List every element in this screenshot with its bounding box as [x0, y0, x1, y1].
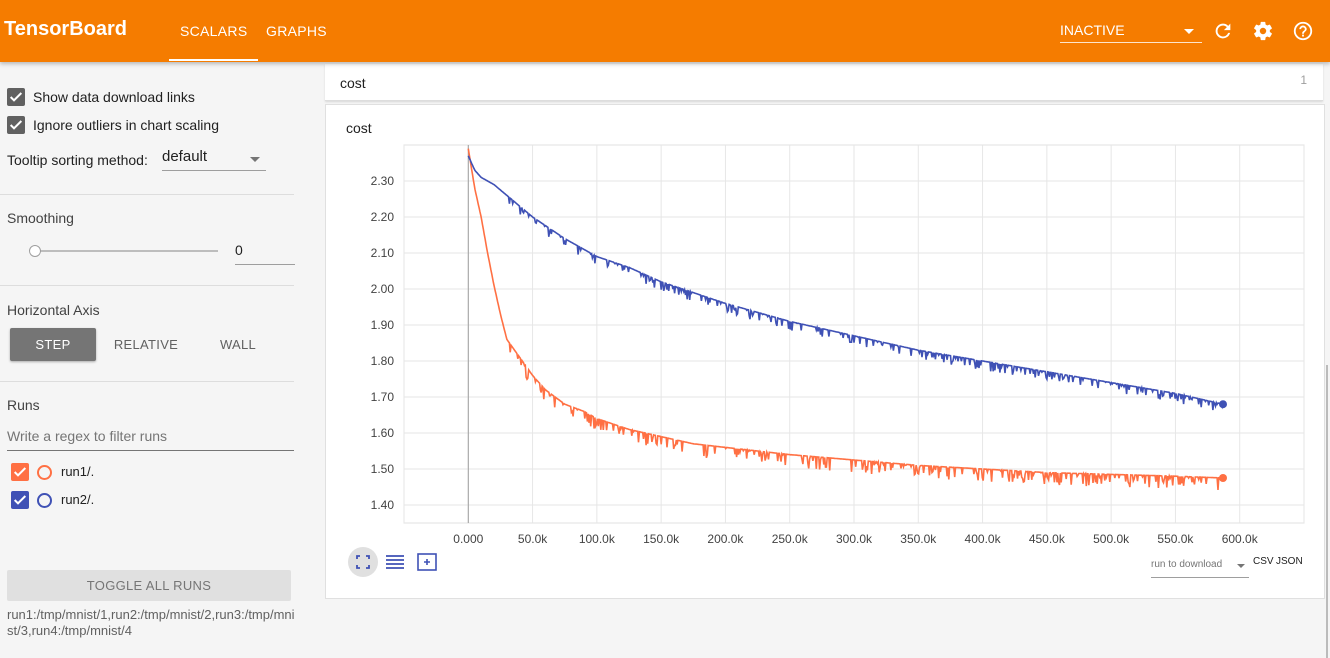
divider: [0, 285, 294, 286]
tooltip-sorting-select[interactable]: default: [162, 148, 266, 171]
smoothing-slider-track[interactable]: [35, 250, 218, 252]
run2-checkbox[interactable]: [11, 491, 29, 509]
run-to-download-select[interactable]: run to download: [1151, 555, 1249, 578]
y-tick-label: 2.10: [371, 246, 395, 260]
category-title: cost: [340, 75, 366, 91]
show-download-links-label: Show data download links: [33, 89, 195, 105]
x-tick-label: 50.0k: [518, 532, 548, 545]
settings-icon[interactable]: [1252, 20, 1274, 42]
x-tick-label: 250.0k: [772, 532, 809, 545]
tooltip-sorting-label: Tooltip sorting method:: [7, 152, 148, 168]
run-paths-text: run1:/tmp/mnist/1,run2:/tmp/mnist/2,run3…: [7, 607, 295, 638]
x-tick-label: 500.0k: [1093, 532, 1130, 545]
x-tick-label: 600.0k: [1222, 532, 1259, 545]
check-icon: [13, 495, 27, 505]
divider: [0, 381, 294, 382]
x-tick-label: 100.0k: [579, 532, 616, 545]
tooltip-sorting-value: default: [162, 148, 208, 165]
app-title: TensorBoard: [4, 18, 127, 40]
axis-relative-button[interactable]: RELATIVE: [113, 337, 179, 352]
run-filter-placeholder: Write a regex to filter runs: [7, 428, 168, 444]
status-select-value: INACTIVE: [1060, 22, 1125, 38]
chevron-down-icon: [1184, 29, 1194, 34]
chevron-down-icon: [1237, 564, 1245, 568]
series-end-marker-2[interactable]: [1219, 400, 1227, 409]
smoothing-input[interactable]: 0: [235, 242, 295, 265]
y-tick-label: 1.40: [371, 498, 395, 512]
check-icon: [9, 120, 23, 130]
smoothing-value: 0: [235, 242, 243, 258]
category-header[interactable]: cost 1: [325, 64, 1323, 101]
chart-title: cost: [346, 120, 372, 136]
toggle-all-runs-button[interactable]: TOGGLE ALL RUNS: [7, 570, 291, 601]
series-line-1[interactable]: [467, 148, 1223, 491]
y-tick-label: 2.20: [371, 210, 395, 224]
x-tick-label: 150.0k: [643, 532, 680, 545]
y-tick-label: 1.70: [371, 390, 395, 404]
x-tick-label: 200.0k: [707, 532, 744, 545]
y-tick-label: 2.30: [371, 174, 395, 188]
x-tick-label: 550.0k: [1157, 532, 1194, 545]
run2-label: run2/.: [61, 492, 95, 507]
y-tick-label: 2.00: [371, 282, 395, 296]
ignore-outliers-label: Ignore outliers in chart scaling: [33, 117, 219, 133]
run1-checkbox[interactable]: [11, 463, 29, 481]
show-download-links-checkbox[interactable]: [7, 88, 25, 106]
axis-step-button[interactable]: STEP: [10, 328, 96, 361]
smoothing-title: Smoothing: [7, 210, 74, 226]
y-tick-label: 1.90: [371, 318, 395, 332]
category-count: 1: [1300, 73, 1307, 87]
x-tick-label: 400.0k: [965, 532, 1002, 545]
run1-label: run1/.: [61, 464, 95, 479]
divider: [0, 194, 294, 195]
y-tick-label: 1.60: [371, 426, 395, 440]
help-icon[interactable]: [1292, 20, 1314, 42]
page-scrollbar[interactable]: [1326, 365, 1328, 658]
tab-graphs[interactable]: GRAPHS: [266, 23, 327, 39]
x-tick-label: 350.0k: [900, 532, 937, 545]
selection-zoom-icon[interactable]: [412, 547, 442, 577]
top-bar: TensorBoard SCALARS GRAPHS INACTIVE: [0, 0, 1330, 62]
run2-color-circle: [37, 493, 52, 508]
x-tick-label: 450.0k: [1029, 532, 1066, 545]
json-download-link[interactable]: JSON: [1276, 556, 1303, 567]
check-icon: [13, 467, 27, 477]
y-tick-label: 1.80: [371, 354, 395, 368]
chevron-down-icon: [250, 157, 260, 162]
refresh-icon[interactable]: [1212, 20, 1234, 42]
x-tick-label: 0.000: [453, 532, 483, 545]
run-filter-input[interactable]: Write a regex to filter runs: [7, 428, 294, 451]
check-icon: [9, 92, 23, 102]
axis-wall-button[interactable]: WALL: [219, 337, 257, 352]
series-end-marker-1[interactable]: [1219, 474, 1227, 482]
x-tick-label: 300.0k: [836, 532, 873, 545]
runs-title: Runs: [7, 397, 40, 413]
smoothing-slider-handle[interactable]: [29, 245, 41, 257]
ignore-outliers-checkbox[interactable]: [7, 116, 25, 134]
y-tick-label: 1.50: [371, 462, 395, 476]
fit-domain-icon[interactable]: [348, 547, 378, 577]
line-chart[interactable]: 1.40 1.50 1.60 1.70 1.80 1.90 2.00 2.10 2.20 2.30…: [326, 105, 1324, 545]
csv-download-link[interactable]: CSV: [1253, 556, 1274, 567]
series-line-2[interactable]: [467, 155, 1224, 411]
chart-card: cost 1.40 1.50 1.60 1.70 1.80 1.90 2.00 2.10 2.2…: [325, 104, 1325, 599]
sidebar: Show data download links Ignore outliers…: [0, 62, 310, 658]
toggle-log-scale-icon[interactable]: [380, 547, 410, 577]
tab-scalars[interactable]: SCALARS: [168, 23, 260, 61]
horizontal-axis-title: Horizontal Axis: [7, 302, 100, 318]
run-to-download-label: run to download: [1151, 559, 1223, 570]
run1-color-circle: [37, 465, 52, 480]
status-select[interactable]: INACTIVE: [1060, 22, 1202, 43]
